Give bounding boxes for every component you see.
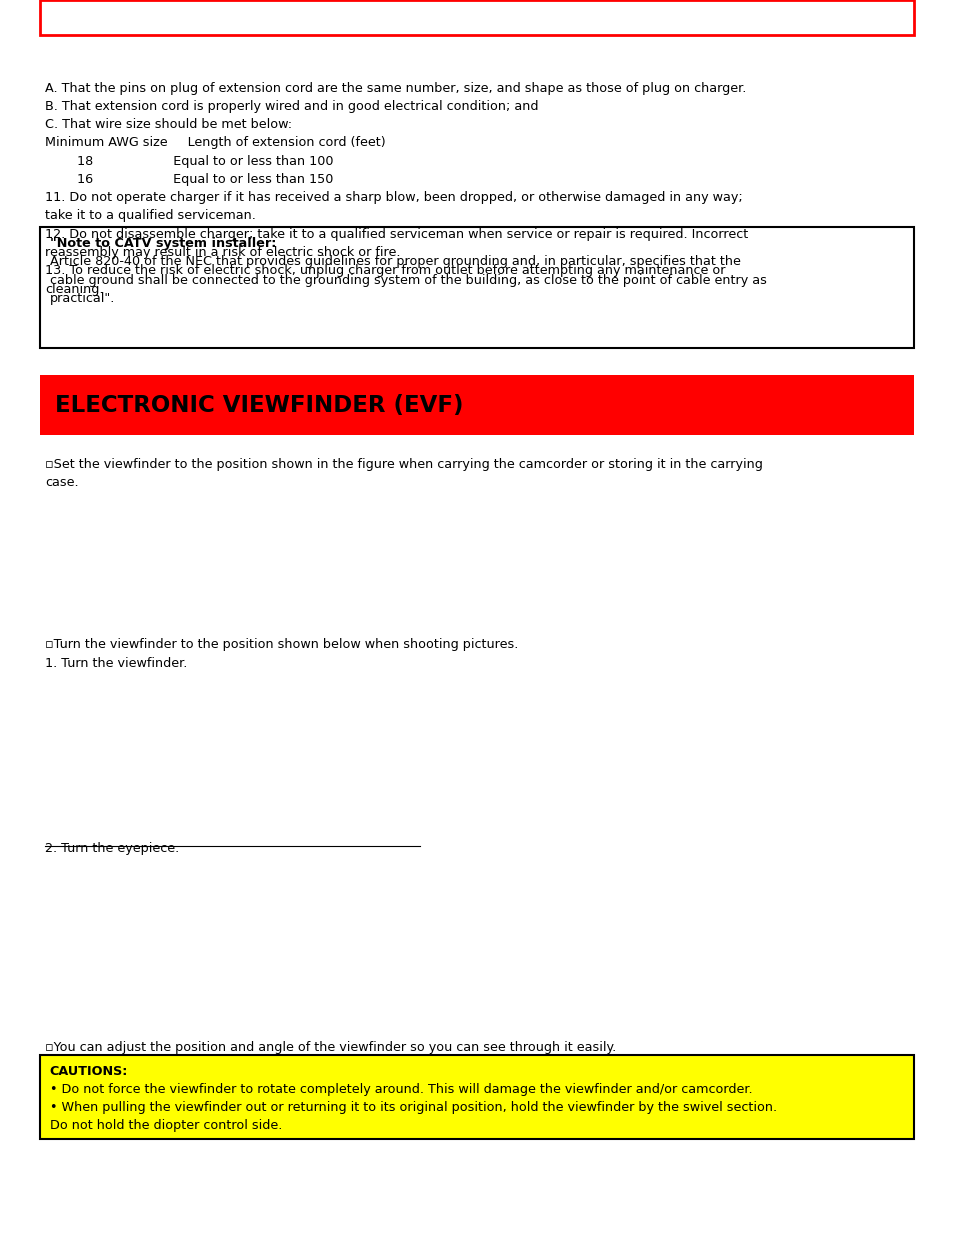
Text: ▫Set the viewfinder to the position shown in the figure when carrying the camcor: ▫Set the viewfinder to the position show… [45, 458, 761, 472]
Bar [248, 487, 457, 630]
Text: ▫You can adjust the position and angle of the viewfinder so you can see through : ▫You can adjust the position and angle o… [45, 1041, 616, 1055]
Text: • Do not force the viewfinder to rotate completely around. This will damage the : • Do not force the viewfinder to rotate … [50, 1083, 752, 1095]
Text: practical".: practical". [50, 291, 115, 305]
Text: ELECTRONIC VIEWFINDER (EVF): ELECTRONIC VIEWFINDER (EVF) [55, 394, 463, 417]
Text: • When pulling the viewfinder out or returning it to its original position, hold: • When pulling the viewfinder out or ret… [50, 1102, 776, 1114]
Text: 12. Do not disassemble charger; take it to a qualified serviceman when service o: 12. Do not disassemble charger; take it … [45, 227, 747, 241]
Text: ▫Turn the viewfinder to the position shown below when shooting pictures.: ▫Turn the viewfinder to the position sho… [45, 638, 517, 652]
Text: Article 820-40 of the NEC that provides guidelines for proper grounding and, in : Article 820-40 of the NEC that provides … [50, 256, 740, 268]
Text: "Note to CATV system installer:: "Note to CATV system installer: [50, 237, 275, 251]
Text: 11. Do not operate charger if it has received a sharp blow, been dropped, or oth: 11. Do not operate charger if it has rec… [45, 191, 741, 204]
Text: 18                    Equal to or less than 100: 18 Equal to or less than 100 [45, 154, 333, 168]
Text: 2. Turn the eyepiece.: 2. Turn the eyepiece. [45, 842, 179, 856]
Text: take it to a qualified serviceman.: take it to a qualified serviceman. [45, 210, 255, 222]
Text: A. That the pins on plug of extension cord are the same number, size, and shape : A. That the pins on plug of extension co… [45, 82, 745, 95]
Bar [40, 0, 913, 35]
Bar [40, 227, 913, 348]
Bar [40, 375, 913, 435]
Bar [40, 1055, 913, 1139]
Text: B. That extension cord is properly wired and in good electrical condition; and: B. That extension cord is properly wired… [45, 100, 537, 112]
Text: reassembly may result in a risk of electric shock or fire.: reassembly may result in a risk of elect… [45, 246, 400, 259]
Text: Do not hold the diopter control side.: Do not hold the diopter control side. [50, 1119, 282, 1132]
Text: cleaning.: cleaning. [45, 283, 103, 295]
Text: Minimum AWG size     Length of extension cord (feet): Minimum AWG size Length of extension cor… [45, 136, 385, 149]
Text: case.: case. [45, 477, 78, 489]
Text: CAUTIONS:: CAUTIONS: [50, 1065, 128, 1078]
Bar [248, 877, 457, 1018]
Bar [248, 679, 457, 820]
Text: cable ground shall be connected to the grounding system of the building, as clos: cable ground shall be connected to the g… [50, 274, 765, 287]
Text: 1. Turn the viewfinder.: 1. Turn the viewfinder. [45, 657, 187, 669]
Text: 16                    Equal to or less than 150: 16 Equal to or less than 150 [45, 173, 333, 186]
Text: 13. To reduce the risk of electric shock, unplug charger from outlet before atte: 13. To reduce the risk of electric shock… [45, 264, 724, 278]
Text: C. That wire size should be met below:: C. That wire size should be met below: [45, 119, 292, 131]
